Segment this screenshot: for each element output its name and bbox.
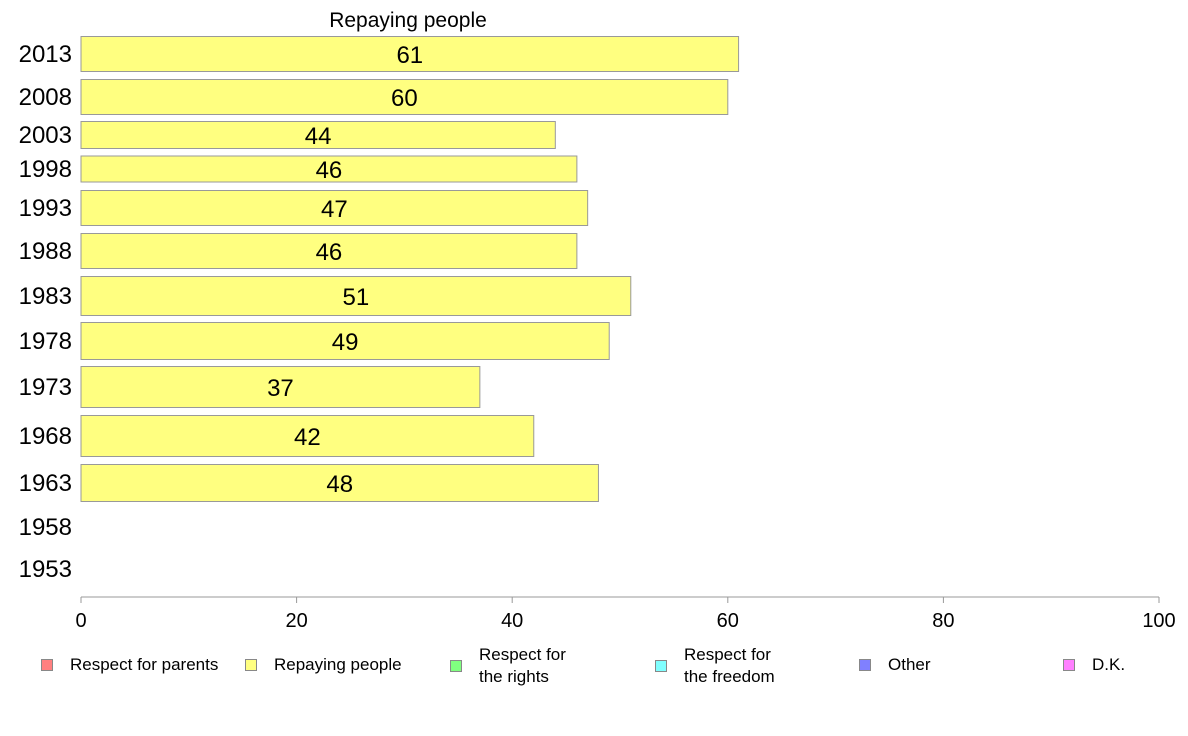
legend-item-respect-for-the-rights: Respect for the rights <box>450 644 566 688</box>
bar-1978 <box>80 322 610 360</box>
legend-swatch-respect-for-the-freedom <box>655 660 667 672</box>
bar-1973 <box>80 366 481 408</box>
legend-swatch-repaying-people <box>245 659 257 671</box>
bar-1983 <box>80 276 632 316</box>
data-label: 46 <box>316 239 343 266</box>
data-label: 42 <box>294 424 321 451</box>
y-tick-label: 1963 <box>19 470 72 497</box>
legend-item-other: Other <box>859 654 931 676</box>
bar-1968 <box>80 415 535 457</box>
data-label: 44 <box>305 123 332 150</box>
y-tick-label: 2003 <box>19 122 72 149</box>
bar-2008 <box>80 79 729 115</box>
legend-swatch-respect-for-the-rights <box>450 660 462 672</box>
bar-1993 <box>80 190 589 226</box>
y-tick-label: 1978 <box>19 328 72 355</box>
data-label: 37 <box>267 375 294 402</box>
x-tick-label: 80 <box>932 610 954 632</box>
legend-label: Respect for the freedom <box>684 645 775 686</box>
legend: Respect for parents Repaying people Resp… <box>0 644 1188 694</box>
bar-2013 <box>80 36 740 72</box>
data-label: 49 <box>332 329 359 356</box>
y-axis: 2013 2008 2003 1998 1993 1988 1983 1978 1973 1968… <box>19 41 72 583</box>
data-label: 51 <box>343 284 370 311</box>
legend-label: Repaying people <box>274 655 402 674</box>
data-label: 61 <box>396 42 423 69</box>
bar-1963 <box>80 464 599 502</box>
y-tick-label: 1983 <box>19 283 72 310</box>
y-tick-label: 2013 <box>19 41 72 68</box>
bar-1988 <box>80 233 578 269</box>
legend-item-respect-for-parents: Respect for parents <box>41 654 218 676</box>
x-tick-label: 40 <box>501 610 523 632</box>
x-tick-label: 20 <box>285 610 307 632</box>
data-label: 46 <box>316 157 343 184</box>
x-tick-label: 60 <box>717 610 739 632</box>
y-tick-label: 1993 <box>19 195 72 222</box>
data-label: 48 <box>326 471 353 498</box>
x-axis: 0 20 40 60 80 100 <box>75 596 1176 632</box>
x-tick-label: 0 <box>75 610 86 632</box>
legend-swatch-dk <box>1063 659 1075 671</box>
y-tick-label: 1968 <box>19 423 72 450</box>
data-label: 47 <box>321 196 348 223</box>
legend-label: Other <box>888 655 931 674</box>
bar-1998 <box>80 155 578 183</box>
y-tick-label: 1988 <box>19 238 72 265</box>
y-tick-label: 1953 <box>19 556 72 583</box>
legend-label: Respect for the rights <box>479 645 566 686</box>
legend-item-repaying-people: Repaying people <box>245 654 402 676</box>
x-tick-label: 100 <box>1142 610 1175 632</box>
legend-item-dk: D.K. <box>1063 654 1125 676</box>
chart-title: Repaying people <box>329 9 487 32</box>
y-tick-label: 1998 <box>19 156 72 183</box>
legend-label: D.K. <box>1092 655 1126 674</box>
y-tick-label: 2008 <box>19 84 72 111</box>
legend-swatch-other <box>859 659 871 671</box>
bar-2003 <box>80 121 556 149</box>
data-label: 60 <box>391 85 418 112</box>
legend-label: Respect for parents <box>70 655 219 674</box>
y-tick-label: 1958 <box>19 514 72 541</box>
y-tick-label: 1973 <box>19 374 72 401</box>
legend-swatch-respect-for-parents <box>41 659 53 671</box>
legend-item-respect-for-the-freedom: Respect for the freedom <box>655 644 775 688</box>
